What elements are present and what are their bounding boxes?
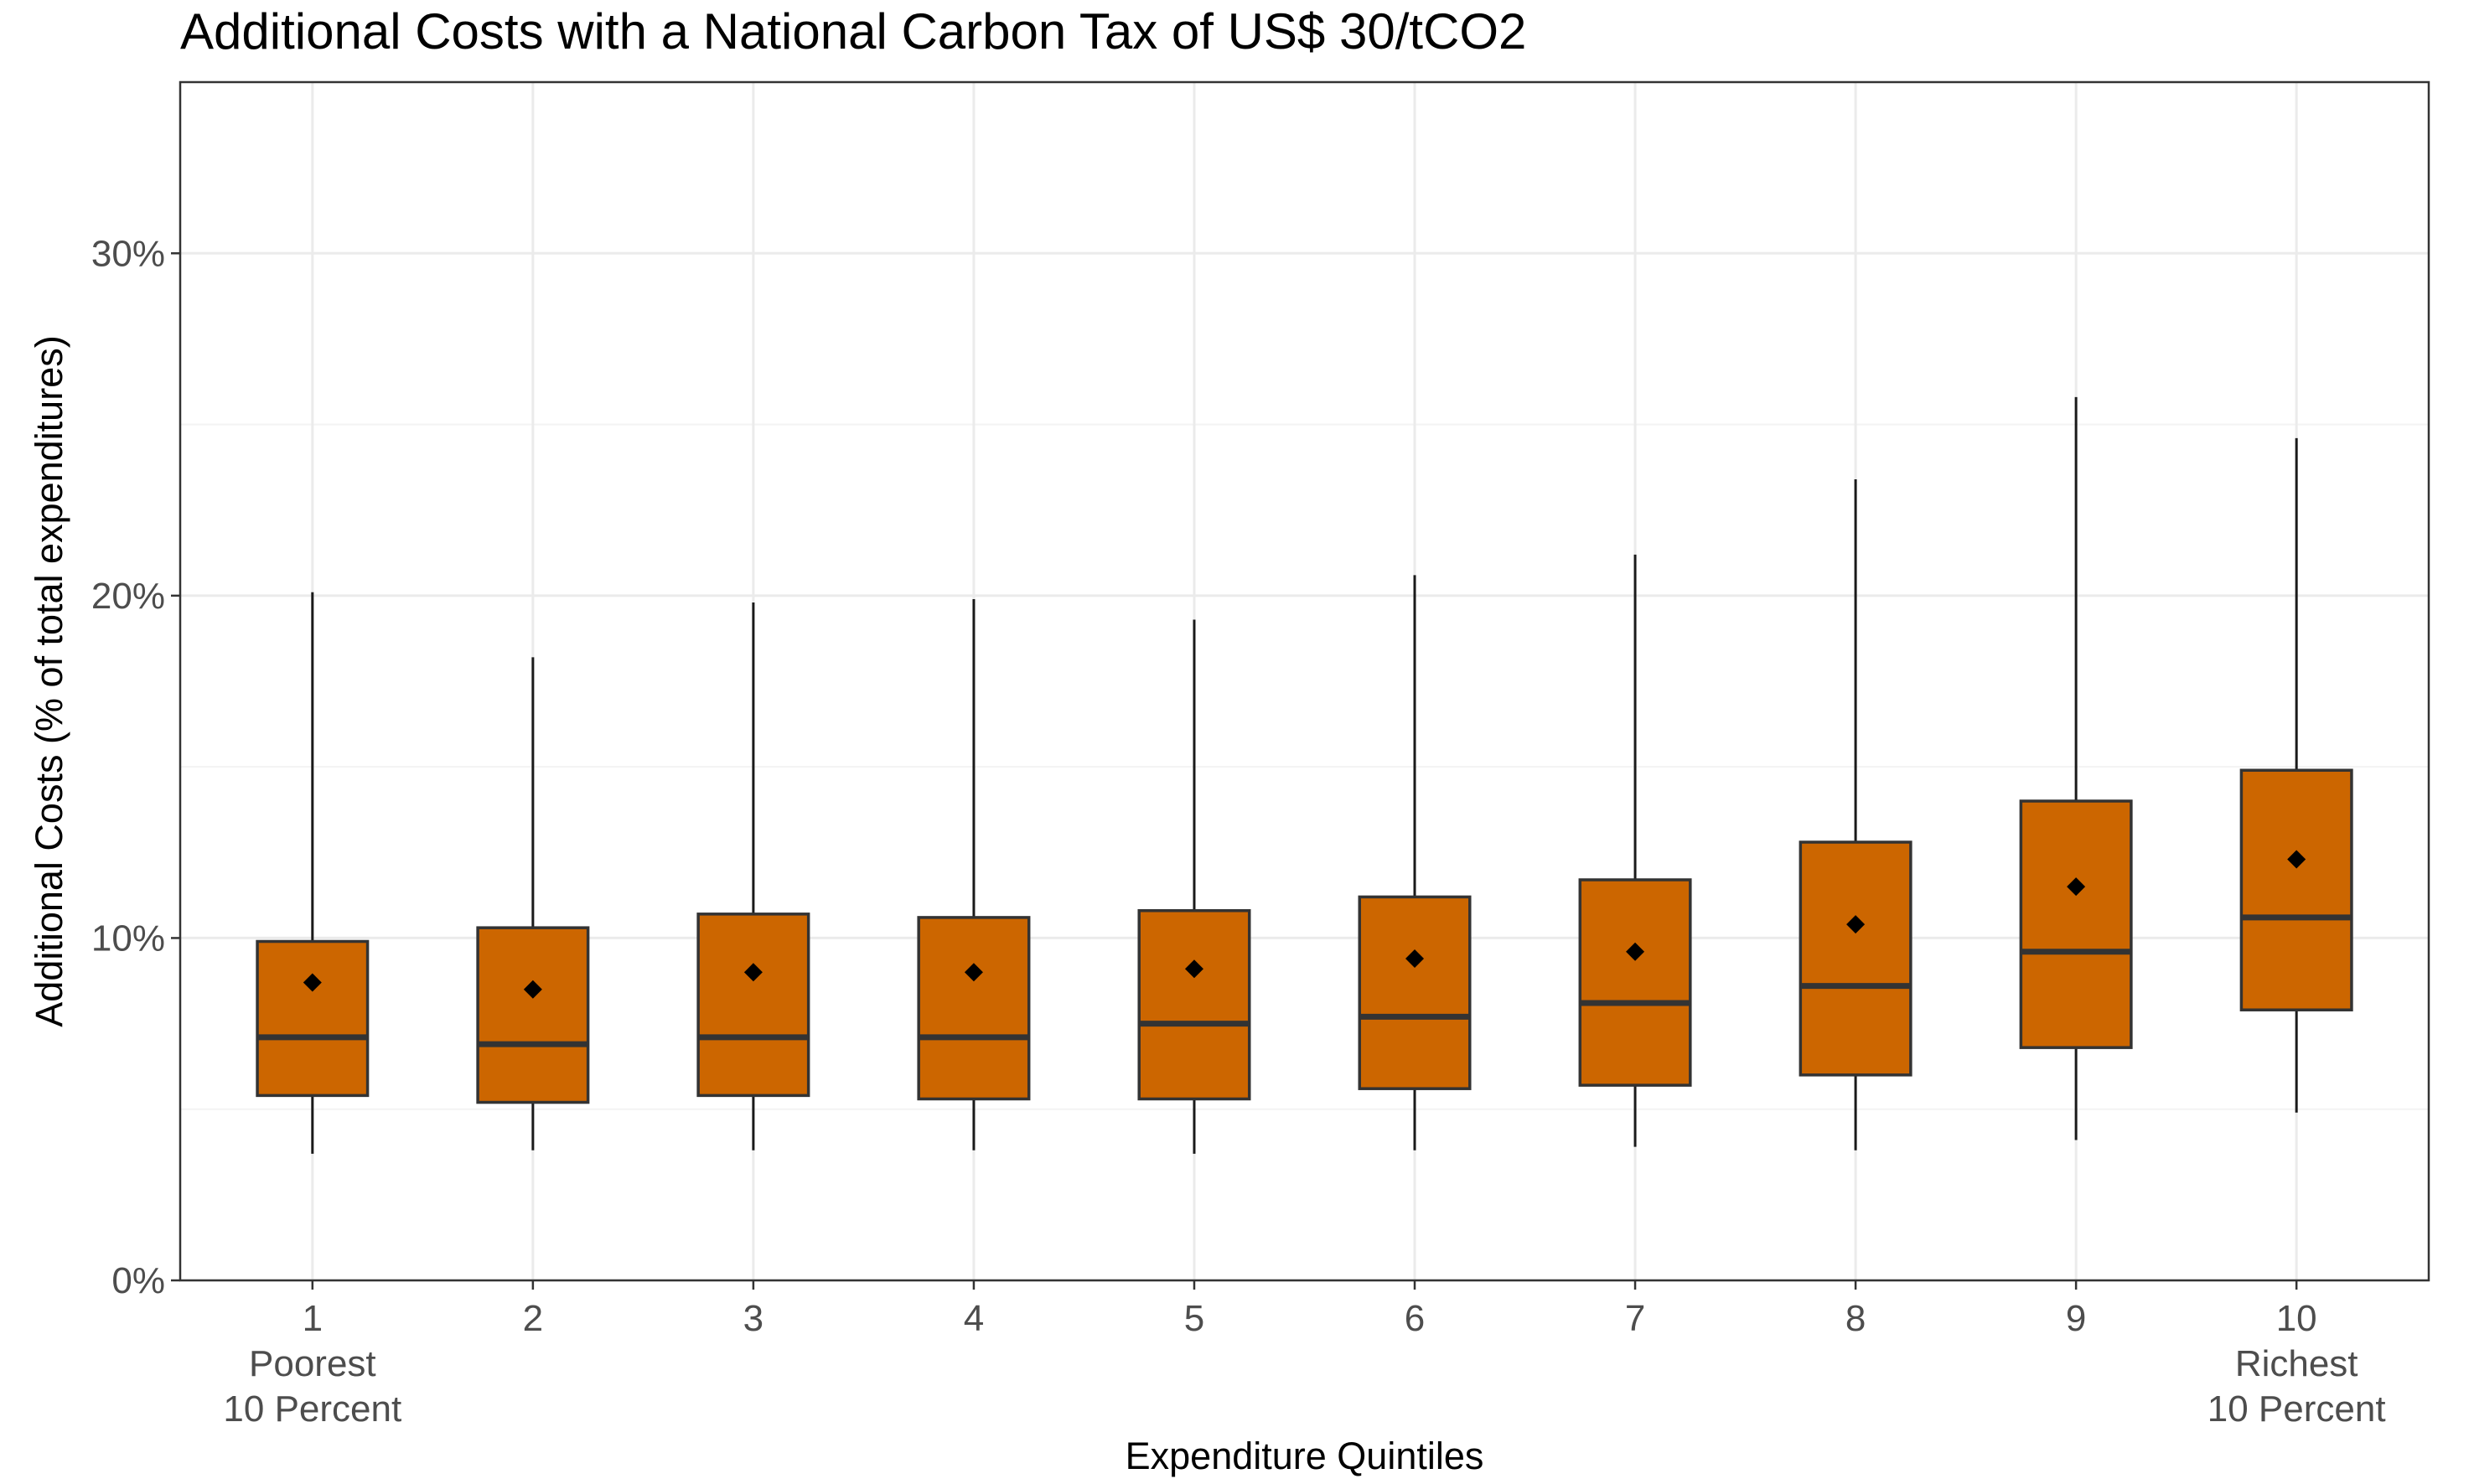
- x-tick-label: 7: [1625, 1298, 1645, 1339]
- x-tick-label: 5: [1184, 1298, 1204, 1339]
- mean-point: [1626, 942, 1645, 961]
- y-tick-label: 30%: [91, 233, 165, 274]
- box-group: [917, 598, 1031, 1150]
- x-tick-label: 3: [743, 1298, 763, 1339]
- y-axis-title: Additional Costs (% of total expenditure…: [28, 335, 70, 1026]
- mean-point: [303, 973, 322, 992]
- box-iqr: [696, 913, 810, 1098]
- mean-point: [2287, 850, 2306, 869]
- box-group: [476, 657, 590, 1150]
- box-iqr: [1137, 908, 1251, 1101]
- chart-title: Additional Costs with a National Carbon …: [180, 3, 1526, 59]
- mean-point: [523, 980, 542, 999]
- x-tick-sublabel: 10 Percent: [2207, 1388, 2386, 1430]
- box-group: [1137, 619, 1251, 1154]
- mean-point: [964, 963, 983, 982]
- x-tick-label: 2: [523, 1298, 543, 1339]
- x-tick-sublabel: Poorest: [249, 1343, 376, 1384]
- box-iqr: [256, 939, 370, 1098]
- mean-point: [1405, 949, 1425, 968]
- y-tick-label: 0%: [111, 1260, 165, 1301]
- box-group: [2019, 396, 2133, 1140]
- box-iqr: [1578, 878, 1692, 1087]
- x-tick-sublabel: 10 Percent: [223, 1388, 401, 1430]
- box-group: [1578, 554, 1692, 1147]
- box-group: [1799, 478, 1912, 1150]
- box-iqr: [917, 916, 1031, 1101]
- box-iqr: [2239, 768, 2353, 1011]
- box-group: [256, 592, 370, 1154]
- box-marks: [256, 396, 2353, 1154]
- x-tick-label: 4: [964, 1298, 984, 1339]
- x-tick-label: 9: [2066, 1298, 2086, 1339]
- y-tick-label: 10%: [91, 918, 165, 959]
- box-iqr: [2019, 799, 2133, 1049]
- box-group: [696, 602, 810, 1150]
- box-iqr: [476, 926, 590, 1104]
- y-tick-label: 20%: [91, 576, 165, 617]
- plot-panel-border: [179, 80, 2430, 1282]
- x-axis-title: Expenditure Quintiles: [1126, 1435, 1484, 1477]
- x-tick-label: 1: [303, 1298, 323, 1339]
- x-tick-label: 10: [2276, 1298, 2317, 1339]
- mean-point: [1846, 915, 1866, 934]
- x-tick-label: 8: [1845, 1298, 1866, 1339]
- x-tick-sublabel: Richest: [2235, 1343, 2358, 1384]
- box-group: [2239, 437, 2353, 1113]
- box-iqr: [1799, 840, 1912, 1077]
- box-group: [1358, 575, 1472, 1150]
- mean-point: [2067, 877, 2086, 897]
- box-iqr: [1358, 895, 1472, 1090]
- mean-point: [1184, 959, 1203, 979]
- mean-point: [743, 963, 763, 982]
- x-tick-label: 6: [1405, 1298, 1425, 1339]
